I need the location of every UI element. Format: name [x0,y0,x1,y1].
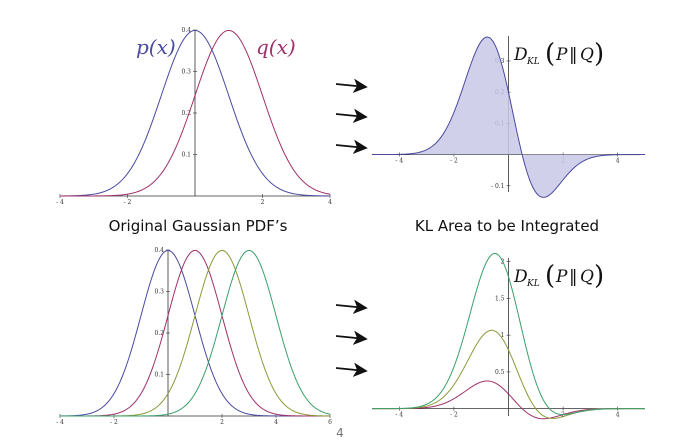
x-tick-label: 6 [328,419,332,426]
y-tick-label: 0.3 [154,289,164,296]
gaussian-curve-2 [60,249,331,417]
x-tick-label: 2 [561,412,565,419]
label-p-of-x: p(x) [136,35,176,59]
gaussian-curve-0 [60,29,330,197]
x-tick-label: 2 [220,419,224,426]
y-tick-label: 0.5 [495,369,505,376]
kl-integrand-curve [372,36,645,198]
y-tick-label: 0.4 [154,247,164,254]
arrow-icon [335,108,368,123]
y-tick-label: 1.5 [495,295,505,302]
chart-original-gaussians: - 4 - 2 2 4 0.1 0.2 0.3 0.4 [56,27,332,206]
gaussian-curve-1 [60,249,330,417]
x-tick-label: - 2 [450,412,458,419]
x-tick-label: - 2 [450,158,458,165]
page-number: 4 [336,426,344,440]
kl-Q: Q [580,45,594,65]
kl-integrand-curve-2 [372,252,645,416]
kl-label-bottom: D KL ( P ‖ Q ) [513,261,604,291]
x-tick-label: - 2 [110,419,118,426]
y-tick-label: 0.4 [181,27,191,34]
gaussian-curve-3 [60,249,331,417]
y-tick-label: 0.2 [154,330,164,337]
kl-label-top: D KL ( P ‖ Q ) [513,39,604,69]
arrow-icon [335,78,368,93]
x-tick-label: 4 [616,158,620,165]
y-tick-label: 0.2 [181,110,191,117]
kl-bars: ‖ [569,45,578,65]
caption-kl-area: KL Area to be Integrated [415,217,599,235]
kl-D: D [513,45,528,65]
y-tick-label: - 0.1 [491,183,504,190]
arrows-top [335,78,368,154]
arrow-icon [335,330,368,345]
caption-original-gaussian: Original Gaussian PDF’s [109,217,288,235]
kl-open: ( [545,39,555,69]
chart-kl-integrands: - 4- 2 2 40.511.52 [372,252,645,420]
chart-shifted-gaussians: - 4 - 2 2 4 6 0.1 0.2 0.3 0.4 [56,247,332,426]
y-tick-label: 0.3 [181,69,191,76]
arrow-icon [335,139,368,154]
kl-P: P [555,267,568,287]
kl-close: ) [594,39,604,69]
x-tick-label: 2 [261,199,265,206]
x-tick-label: - 4 [56,199,64,206]
arrow-icon [335,362,368,377]
y-tick-label: 1 [501,332,505,339]
x-tick-label: - 4 [395,412,403,419]
gaussian-curve-1 [60,29,331,197]
x-tick-label: 4 [328,199,332,206]
kl-close: ) [594,261,604,291]
label-q-of-x: q(x) [256,35,296,59]
x-tick-label: 4 [616,412,620,419]
kl-bars: ‖ [569,267,578,287]
kl-area-fill [372,37,645,198]
kl-P: P [555,45,568,65]
x-tick-label: 4 [274,419,278,426]
chart-kl-area: - 4- 224- 0.10.10.20.3 [372,36,645,198]
kl-sub: KL [526,57,540,67]
x-tick-label: - 4 [395,158,403,165]
y-tick-label: 0.1 [154,372,164,379]
x-tick-label: - 4 [56,419,64,426]
x-tick-label: - 2 [124,199,132,206]
gaussian-curve-0 [59,249,330,417]
kl-D: D [513,267,528,287]
kl-open: ( [545,261,555,291]
arrow-icon [335,299,368,314]
kl-Q: Q [580,267,594,287]
y-tick-label: 0.1 [181,152,191,159]
kl-sub: KL [526,279,540,289]
arrows-bottom [335,299,368,377]
